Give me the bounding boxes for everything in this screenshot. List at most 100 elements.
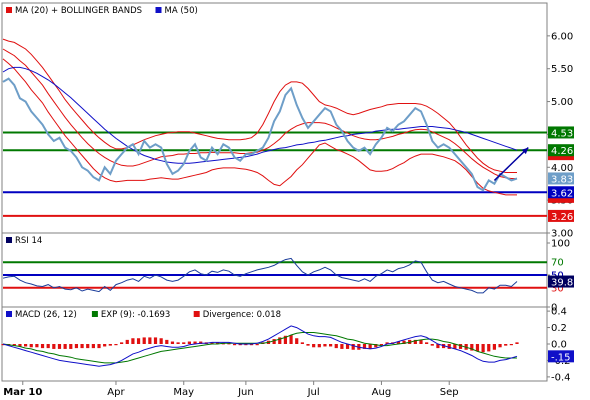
- divergence-bar-81: [458, 344, 463, 349]
- divergence-bar-86: [487, 344, 491, 352]
- x-tick-label-6: Sep: [440, 387, 459, 398]
- divergence-bar-49: [278, 337, 282, 344]
- divergence-bar-85: [481, 344, 485, 353]
- divergence-bar-53: [300, 342, 304, 344]
- x-tick-label-1: Apr: [107, 387, 125, 398]
- price-hline-tag-value-tag-label-0: 4.53: [551, 128, 573, 139]
- macd-y-tick-label-1: 0.2: [551, 323, 567, 334]
- divergence-bar-57: [323, 344, 327, 347]
- divergence-bar-13: [74, 344, 79, 349]
- divergence-bar-45: [255, 344, 259, 346]
- price-y-tick-label-1: 5.50: [551, 64, 573, 75]
- price-line: [2, 77, 518, 192]
- divergence-bar-24: [136, 338, 141, 344]
- trend-arrow-shaft: [493, 147, 529, 181]
- divergence-bar-59: [334, 344, 338, 349]
- x-tick-label-0: Mar 10: [3, 387, 42, 398]
- divergence-bar-26: [148, 337, 152, 344]
- divergence-bar-21: [120, 342, 124, 344]
- divergence-bar-68: [385, 342, 389, 344]
- ma50-line: [2, 66, 518, 164]
- macd-y-tick-label-2: 0.0: [551, 340, 567, 351]
- macd-y-tick-label-0: 0.4: [551, 307, 567, 318]
- macd-signal-line: [2, 332, 517, 364]
- divergence-bar-18: [103, 344, 107, 347]
- legend-label-1: MA (50): [165, 6, 198, 16]
- x-tick-label-3: Jun: [237, 387, 254, 398]
- divergence-bar-51: [289, 334, 293, 344]
- divergence-bar-5: [29, 344, 33, 348]
- divergence-bar-70: [396, 341, 400, 344]
- macd-tag-value-tag-label-0: -.15: [551, 352, 571, 363]
- price-panel-frame: [1, 2, 548, 234]
- divergence-bar-65: [368, 344, 372, 349]
- divergence-bar-90: [509, 344, 513, 346]
- divergence-bar-50: [283, 335, 288, 344]
- divergence-bar-23: [131, 338, 135, 344]
- macd-series: [1, 325, 519, 367]
- macd-y-axis: 0.40.20.0-0.2-0.4: [547, 307, 571, 383]
- divergence-bar-12: [69, 344, 73, 349]
- divergence-bar-52: [295, 338, 299, 344]
- divergence-bar-33: [187, 341, 191, 344]
- divergence-bar-61: [345, 344, 350, 349]
- macd-tags: -.15: [548, 350, 574, 363]
- x-axis: Mar 10 Apr May Jun Jul Aug Sep: [3, 381, 459, 398]
- divergence-bar-43: [244, 344, 248, 346]
- bollinger-upper-line: [2, 38, 517, 173]
- divergence-bar-16: [91, 344, 95, 349]
- divergence-bar-6: [35, 344, 39, 348]
- divergence-bar-2: [12, 344, 16, 346]
- rsi-tag-value-tag-0: [548, 275, 574, 288]
- divergence-bar-4: [23, 344, 28, 347]
- legend-label-1: EXP (9): -0.1693: [101, 310, 170, 320]
- rsi-y-tick-label-0: 100: [551, 239, 570, 250]
- divergence-bar-39: [221, 343, 225, 345]
- price-y-tick-label-6: 3.00: [551, 229, 573, 240]
- ma20-line: [2, 48, 517, 179]
- divergence-bar-76: [430, 344, 434, 346]
- price-tag-value-tag-1: [548, 172, 574, 185]
- divergence-bar-75: [425, 342, 429, 344]
- divergence-bar-42: [238, 344, 242, 346]
- rsi-hline-label-2: 30: [551, 283, 564, 294]
- price-tags: 3.83 4.53 4.26 3.62 3.26: [548, 126, 574, 223]
- divergence-bar-14: [80, 344, 84, 349]
- rsi-panel-frame: [1, 232, 548, 308]
- divergence-bar-22: [125, 339, 129, 344]
- rsi-tag-value-tag-label-0: 39.8: [551, 278, 573, 289]
- divergence-bar-29: [165, 339, 169, 344]
- divergence-bar-27: [153, 337, 158, 344]
- rsi-panel: RSI 14 100500705030 39.8: [1, 232, 574, 314]
- bollinger-lower-line: [2, 58, 517, 196]
- rsi-hlines: [3, 261, 547, 289]
- divergence-bar-55: [312, 344, 316, 348]
- divergence-bar-34: [193, 341, 197, 344]
- divergence-bar-60: [340, 344, 344, 349]
- divergence-bar-10: [57, 344, 62, 349]
- legend-swatch-0: [6, 237, 12, 243]
- divergence-bar-9: [52, 344, 56, 349]
- divergence-bar-48: [272, 339, 276, 344]
- legend-label-0: MA (20) + BOLLINGER BANDS: [15, 6, 142, 16]
- divergence-bar-64: [362, 344, 367, 349]
- divergence-bar-25: [142, 337, 146, 344]
- divergence-bar-38: [216, 342, 220, 344]
- legend-label-2: Divergence: 0.018: [203, 310, 281, 320]
- divergence-bar-15: [86, 344, 90, 349]
- divergence-bar-56: [317, 344, 321, 348]
- divergence-bar-11: [63, 344, 67, 349]
- divergence-bar-62: [351, 344, 355, 350]
- divergence-bar-0: [1, 344, 5, 346]
- rsi-tags: 39.8: [548, 275, 574, 289]
- divergence-bar-67: [379, 344, 384, 346]
- divergence-bar-44: [249, 344, 254, 346]
- legend-swatch-0: [6, 311, 12, 317]
- divergence-bar-88: [498, 344, 502, 348]
- price-hline-tag-value-tag-1: [548, 144, 574, 157]
- macd-panel: MACD (26, 12) EXP (9): -0.1693 Divergence:…: [1, 306, 574, 383]
- price-hline-tag-value-tag-0: [548, 126, 574, 139]
- x-tick-label-5: Aug: [372, 387, 392, 398]
- price-hline-tag-value-tag-label-1: 4.26: [551, 146, 573, 157]
- legend-swatch-1: [91, 311, 98, 317]
